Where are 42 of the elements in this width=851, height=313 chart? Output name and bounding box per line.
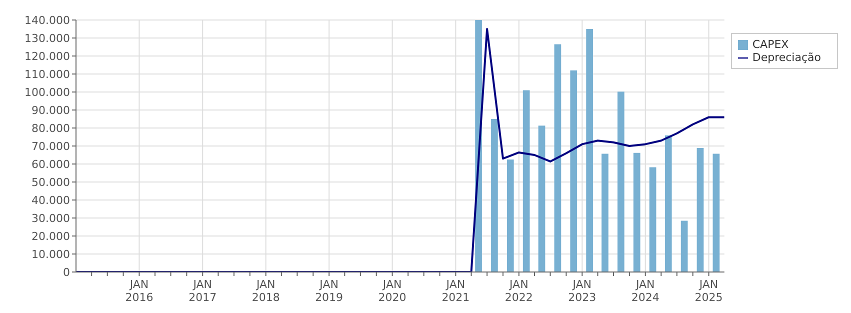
x-tick-label: JAN 2024 (631, 278, 660, 304)
y-tick-label: 30.000 (32, 212, 70, 225)
y-tick-label: 0 (63, 266, 70, 279)
y-tick-label: 120.000 (24, 50, 70, 63)
x-tick-label: JAN 2018 (252, 278, 280, 304)
legend-label: CAPEX (752, 38, 789, 51)
bar (570, 70, 578, 272)
y-tick-label: 140.000 (24, 14, 70, 27)
bar (602, 154, 608, 272)
x-tick-label: JAN 2023 (568, 278, 596, 304)
bar (617, 92, 624, 272)
y-tick-label: 90.000 (32, 104, 70, 117)
y-tick-label: 40.000 (32, 194, 70, 207)
x-tick-label: JAN 2025 (694, 278, 723, 304)
bar (649, 167, 656, 272)
y-tick-label: 50.000 (32, 176, 70, 189)
y-tick-label: 20.000 (32, 230, 70, 243)
bar (506, 160, 514, 272)
x-tick-label: JAN 2022 (504, 278, 533, 304)
bar (554, 44, 562, 272)
bar (522, 90, 530, 272)
x-tick-label: JAN 2021 (442, 278, 470, 304)
y-tick-label: 110.000 (24, 68, 70, 81)
x-tick-label: JAN 2020 (378, 278, 406, 304)
y-tick-label: 130.000 (24, 32, 70, 45)
y-tick-label: 60.000 (32, 158, 70, 171)
y-tick-label: 100.000 (24, 86, 70, 99)
y-tick-label: 10.000 (32, 248, 70, 261)
x-tick-label: JAN 2019 (315, 278, 344, 304)
legend-label: Depreciação (752, 51, 821, 64)
bar (712, 154, 720, 272)
bar (491, 119, 498, 272)
bar (680, 220, 688, 272)
bar (664, 135, 672, 272)
x-tick-label: JAN 2017 (188, 278, 217, 304)
x-tick-label: JAN 2016 (125, 278, 154, 304)
y-tick-label: 70.000 (32, 140, 70, 153)
bar (586, 29, 593, 272)
bar (633, 152, 640, 272)
y-tick-label: 80.000 (32, 122, 70, 135)
bar (538, 126, 546, 272)
bar (696, 148, 704, 272)
